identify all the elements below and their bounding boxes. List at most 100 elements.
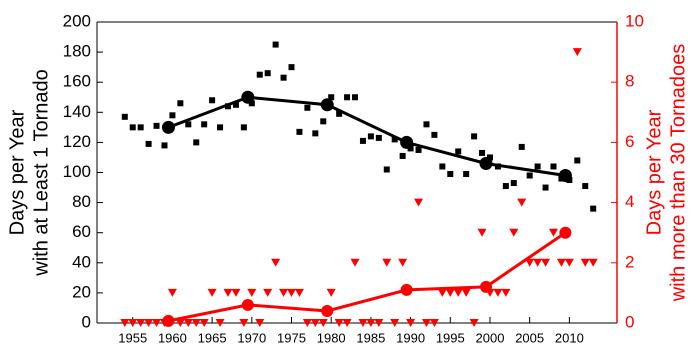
point: [548, 228, 558, 237]
point: [580, 258, 590, 267]
point: [121, 113, 128, 120]
point: [223, 288, 233, 297]
point: [431, 131, 438, 138]
y-tick-label: 40: [72, 252, 91, 271]
point: [232, 101, 239, 108]
point: [144, 319, 154, 327]
y-tick-label: 140: [63, 102, 91, 121]
series: [162, 226, 572, 327]
axis-label: Days per Year: [6, 109, 28, 235]
y-tick-label: 0: [82, 312, 91, 331]
point: [239, 319, 249, 327]
point: [153, 122, 160, 129]
x-tick-label: 1990: [396, 330, 425, 345]
point: [241, 298, 254, 311]
point: [437, 288, 447, 297]
point: [391, 136, 398, 143]
point: [191, 319, 201, 327]
y-tick-label: 160: [63, 72, 91, 91]
point: [509, 228, 519, 237]
point: [145, 140, 152, 147]
point: [352, 94, 359, 101]
series: [121, 41, 597, 212]
point: [294, 288, 304, 297]
x-tick-label: 1970: [237, 330, 266, 345]
x-tick-label: 2000: [476, 330, 505, 345]
point: [334, 319, 344, 327]
y-tick-label: 60: [72, 222, 91, 241]
x-tick-label: 1995: [436, 330, 465, 345]
point: [320, 118, 327, 125]
point: [455, 148, 462, 155]
point: [421, 319, 431, 327]
y-tick-label: 20: [72, 282, 91, 301]
y2-tick-label: 6: [625, 132, 634, 151]
point: [480, 280, 493, 293]
point: [445, 288, 455, 297]
point: [564, 258, 574, 267]
point: [590, 205, 597, 212]
point: [550, 163, 557, 170]
x-tick-label: 2010: [555, 330, 584, 345]
x-tick-label: 1955: [118, 330, 147, 345]
plot-area: [97, 22, 617, 323]
point: [167, 288, 177, 297]
series: [120, 48, 598, 327]
point: [398, 258, 408, 267]
point: [414, 198, 424, 207]
point: [502, 183, 509, 190]
point: [390, 319, 400, 327]
x-tick-label: 1960: [158, 330, 187, 345]
point: [415, 146, 422, 153]
point: [479, 149, 486, 156]
series: [161, 90, 572, 183]
point: [336, 110, 343, 117]
x-tick-label: 1985: [356, 330, 385, 345]
point: [304, 104, 311, 111]
point: [447, 171, 454, 178]
point: [344, 94, 351, 101]
point: [136, 319, 146, 327]
point: [248, 100, 255, 107]
point: [463, 171, 470, 178]
point: [287, 288, 297, 297]
point: [429, 319, 439, 327]
point: [215, 319, 225, 327]
point: [162, 314, 175, 327]
point: [559, 226, 572, 239]
point: [501, 288, 511, 297]
point: [241, 90, 255, 104]
point: [582, 183, 589, 190]
point: [588, 258, 598, 267]
point: [272, 41, 279, 48]
y2-tick-label: 0: [625, 312, 634, 331]
point: [510, 180, 517, 187]
point: [169, 112, 176, 119]
point: [572, 48, 582, 57]
point: [471, 133, 478, 140]
point: [152, 319, 162, 327]
x-tick-label: 2005: [515, 330, 544, 345]
y2-tick-label: 4: [625, 192, 634, 211]
point: [312, 130, 319, 137]
point: [486, 154, 493, 161]
point: [264, 70, 271, 77]
point: [120, 319, 130, 327]
point: [193, 139, 200, 146]
point: [556, 258, 566, 267]
point: [256, 71, 263, 78]
point: [129, 124, 136, 131]
point: [493, 288, 503, 297]
point: [255, 319, 265, 327]
y-tick-label: 180: [63, 42, 91, 61]
series-line: [168, 231, 567, 323]
point: [518, 143, 525, 150]
point: [161, 142, 168, 149]
y2-tick-label: 8: [625, 72, 634, 91]
point: [383, 166, 390, 173]
point: [175, 319, 185, 327]
point: [342, 319, 352, 327]
y-tick-label: 120: [63, 132, 91, 151]
point: [574, 157, 581, 164]
point: [137, 124, 144, 131]
